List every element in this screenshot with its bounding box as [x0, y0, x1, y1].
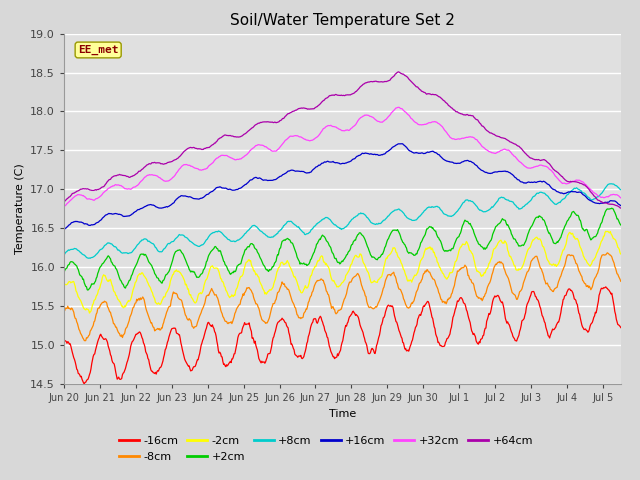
+8cm — [474, 204, 481, 210]
Line: +16cm: +16cm — [64, 144, 621, 230]
-8cm — [298, 315, 306, 321]
+32cm — [60, 204, 68, 209]
-8cm — [139, 294, 147, 300]
+16cm — [60, 227, 68, 233]
+32cm — [319, 127, 326, 132]
+64cm — [394, 69, 402, 75]
Line: +2cm: +2cm — [64, 208, 621, 290]
+16cm — [474, 164, 481, 170]
+2cm — [63, 265, 70, 271]
-8cm — [460, 264, 468, 270]
+8cm — [139, 237, 147, 243]
+64cm — [460, 112, 468, 118]
+16cm — [138, 205, 146, 211]
-16cm — [81, 381, 88, 387]
+16cm — [319, 160, 326, 166]
+64cm — [617, 205, 625, 211]
+8cm — [298, 229, 306, 235]
+16cm — [397, 141, 405, 147]
+2cm — [319, 233, 327, 239]
-16cm — [460, 300, 468, 306]
+32cm — [617, 195, 625, 201]
Line: +8cm: +8cm — [64, 184, 621, 258]
+64cm — [298, 105, 305, 111]
+8cm — [617, 187, 625, 192]
Text: EE_met: EE_met — [78, 45, 118, 55]
Line: +32cm: +32cm — [64, 108, 621, 206]
+16cm — [63, 225, 70, 231]
-2cm — [460, 241, 468, 247]
-2cm — [319, 258, 327, 264]
+2cm — [84, 287, 92, 293]
+2cm — [60, 270, 68, 276]
-16cm — [63, 338, 70, 344]
+32cm — [474, 138, 481, 144]
-16cm — [474, 341, 481, 347]
-2cm — [474, 268, 481, 274]
-16cm — [617, 324, 625, 330]
+8cm — [607, 181, 615, 187]
+32cm — [138, 178, 146, 183]
-2cm — [298, 290, 306, 296]
-8cm — [63, 305, 70, 311]
-2cm — [63, 282, 70, 288]
+64cm — [474, 117, 481, 123]
+32cm — [460, 135, 468, 141]
-16cm — [60, 338, 68, 344]
X-axis label: Time: Time — [329, 408, 356, 419]
+32cm — [298, 134, 305, 140]
+2cm — [139, 252, 147, 257]
Y-axis label: Temperature (C): Temperature (C) — [15, 163, 25, 254]
+16cm — [460, 158, 468, 164]
-8cm — [81, 338, 89, 344]
-2cm — [602, 228, 610, 234]
+16cm — [298, 168, 305, 174]
+8cm — [460, 199, 468, 205]
-8cm — [60, 307, 68, 313]
Line: +64cm: +64cm — [64, 72, 621, 208]
+2cm — [298, 261, 306, 267]
+2cm — [474, 239, 481, 244]
-16cm — [139, 336, 147, 342]
-2cm — [60, 283, 68, 289]
+16cm — [617, 203, 625, 208]
-16cm — [298, 356, 306, 361]
-8cm — [604, 250, 611, 256]
Line: -16cm: -16cm — [64, 287, 621, 384]
+8cm — [319, 216, 327, 222]
Title: Soil/Water Temperature Set 2: Soil/Water Temperature Set 2 — [230, 13, 455, 28]
Line: -2cm: -2cm — [64, 231, 621, 313]
+8cm — [60, 252, 68, 258]
Line: -8cm: -8cm — [64, 253, 621, 341]
+2cm — [460, 219, 468, 225]
-2cm — [139, 270, 147, 276]
-8cm — [474, 294, 481, 300]
+8cm — [63, 249, 70, 255]
+64cm — [138, 167, 146, 172]
+2cm — [608, 205, 616, 211]
-2cm — [617, 251, 625, 257]
-8cm — [319, 277, 327, 283]
+64cm — [63, 197, 70, 203]
+2cm — [617, 222, 625, 228]
-2cm — [86, 310, 93, 316]
+64cm — [60, 199, 68, 205]
+8cm — [86, 255, 94, 261]
+32cm — [394, 105, 402, 110]
Legend: -16cm, -8cm, -2cm, +2cm, +8cm, +16cm, +32cm, +64cm: -16cm, -8cm, -2cm, +2cm, +8cm, +16cm, +3… — [114, 432, 538, 466]
+32cm — [63, 202, 70, 207]
+64cm — [319, 98, 326, 104]
-16cm — [602, 284, 610, 290]
-8cm — [617, 278, 625, 284]
-16cm — [319, 322, 327, 328]
